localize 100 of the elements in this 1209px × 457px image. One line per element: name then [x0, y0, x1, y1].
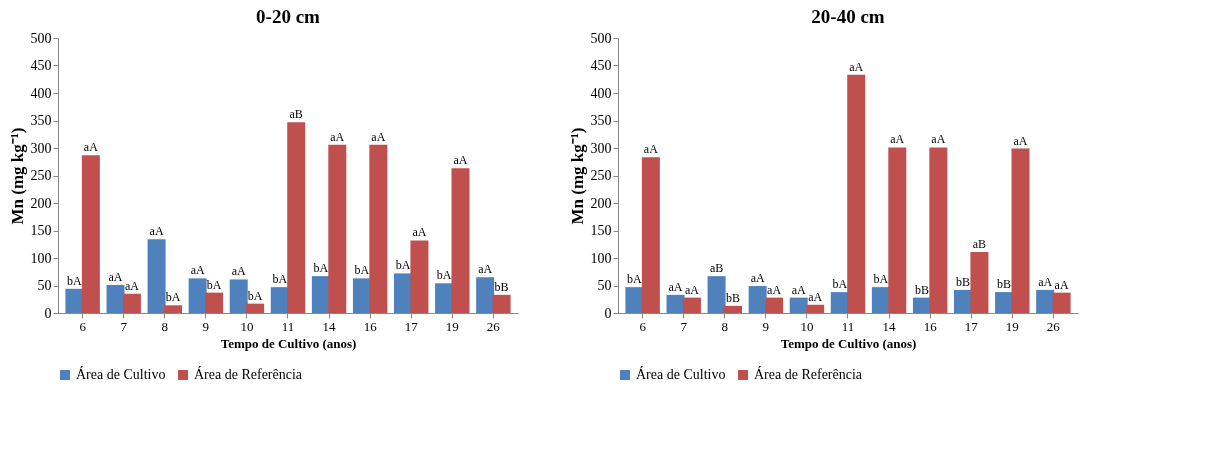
data-label: aA: [330, 129, 345, 144]
bar: [65, 288, 84, 313]
y-axis-title: Mn (mg kg⁻¹): [7, 127, 27, 225]
x-tick-label: 14: [322, 318, 337, 334]
y-tick-label: 100: [30, 250, 52, 266]
data-label: aA: [149, 224, 164, 239]
x-tick-label: 17: [964, 318, 979, 334]
bar: [435, 283, 454, 313]
bar: [229, 279, 248, 313]
x-tick-label: 17: [404, 318, 419, 334]
bar: [970, 251, 989, 313]
y-tick-label: 350: [590, 113, 612, 128]
bar: [122, 293, 141, 313]
data-label: aA: [453, 153, 468, 168]
bar: [188, 278, 207, 313]
bar: [476, 277, 495, 313]
data-label: bA: [165, 290, 181, 305]
data-label: bA: [206, 277, 222, 292]
x-tick-label: 9: [202, 318, 210, 334]
y-tick-label: 250: [590, 168, 612, 183]
y-tick-label: 300: [30, 140, 52, 156]
y-tick-label: 400: [590, 85, 612, 101]
y-tick-label: 350: [30, 113, 52, 128]
bar: [369, 144, 388, 313]
chart-title: 20-40 cm: [811, 6, 885, 27]
x-tick-label: 10: [240, 318, 254, 334]
data-label: bB: [997, 277, 1012, 292]
data-label: aA: [83, 140, 99, 155]
data-label: bA: [272, 272, 288, 287]
data-label: aA: [371, 129, 386, 144]
x-tick-label: 26: [486, 318, 501, 334]
y-tick-label: 200: [30, 195, 52, 211]
bar: [106, 284, 125, 313]
data-label: aA: [1013, 133, 1028, 148]
data-label: aB: [972, 236, 987, 251]
y-tick-label: 50: [597, 278, 612, 293]
legend-label: Área de Referência: [754, 366, 863, 382]
data-label: bA: [873, 272, 889, 287]
bar: [147, 239, 166, 313]
x-tick-label: 11: [281, 318, 295, 334]
x-axis-title: Tempo de Cultivo (anos): [780, 335, 917, 351]
data-label: bA: [627, 272, 643, 287]
bar: [789, 297, 808, 313]
bar: [164, 305, 182, 313]
bar: [682, 297, 701, 313]
x-axis-title: Tempo de Cultivo (anos): [220, 335, 357, 351]
bar: [246, 303, 265, 313]
y-tick-label: 450: [30, 58, 52, 73]
data-label: bB: [494, 279, 509, 294]
data-label: aA: [684, 282, 700, 297]
data-label: bA: [832, 277, 848, 292]
x-tick-label: 19: [1005, 318, 1019, 334]
x-tick-label: 14: [882, 318, 897, 334]
bar: [410, 240, 429, 313]
legend-label: Área de Cultivo: [636, 366, 726, 382]
x-tick-label: 16: [923, 318, 938, 334]
bar: [287, 122, 306, 313]
y-tick-label: 150: [590, 223, 612, 238]
y-tick-label: 250: [30, 168, 52, 183]
data-label: bA: [395, 258, 411, 273]
x-tick-label: 7: [680, 318, 688, 334]
bar: [641, 157, 660, 313]
x-tick-label: 6: [639, 318, 647, 334]
y-tick-label: 450: [590, 58, 612, 73]
data-label: bB: [725, 290, 741, 305]
bar: [748, 286, 767, 313]
bar: [707, 276, 726, 313]
x-tick-label: 8: [721, 318, 729, 334]
bar: [806, 304, 825, 313]
bar: [205, 292, 224, 313]
x-tick-label: 10: [800, 318, 814, 334]
data-label: aA: [890, 132, 905, 147]
data-label: bA: [247, 288, 263, 303]
data-label: aA: [231, 264, 247, 279]
bar: [765, 297, 784, 313]
data-label: aA: [849, 59, 864, 74]
data-label: aA: [808, 289, 823, 304]
data-label: aA: [643, 142, 659, 157]
bar: [328, 144, 347, 313]
y-tick-label: 400: [30, 85, 52, 101]
bar: [1036, 289, 1055, 313]
data-label: bB: [955, 274, 971, 289]
data-label: aA: [124, 278, 140, 293]
data-label: aA: [791, 282, 807, 297]
data-label: aA: [478, 262, 493, 277]
y-tick-label: 200: [590, 195, 612, 211]
chart-title: 0-20 cm: [256, 6, 321, 27]
y-axis-title: Mn (mg kg⁻¹): [567, 127, 587, 225]
bar: [451, 168, 470, 313]
y-tick-label: 100: [590, 250, 612, 266]
bar: [995, 292, 1014, 313]
y-tick-label: 0: [44, 305, 52, 321]
data-label: aA: [412, 225, 427, 240]
data-label: aA: [190, 263, 205, 278]
data-label: aA: [108, 269, 123, 284]
data-label: aA: [1038, 274, 1053, 289]
x-tick-label: 11: [841, 318, 855, 334]
y-tick-label: 50: [37, 278, 52, 293]
x-tick-label: 16: [363, 318, 378, 334]
data-label: bA: [354, 263, 370, 278]
